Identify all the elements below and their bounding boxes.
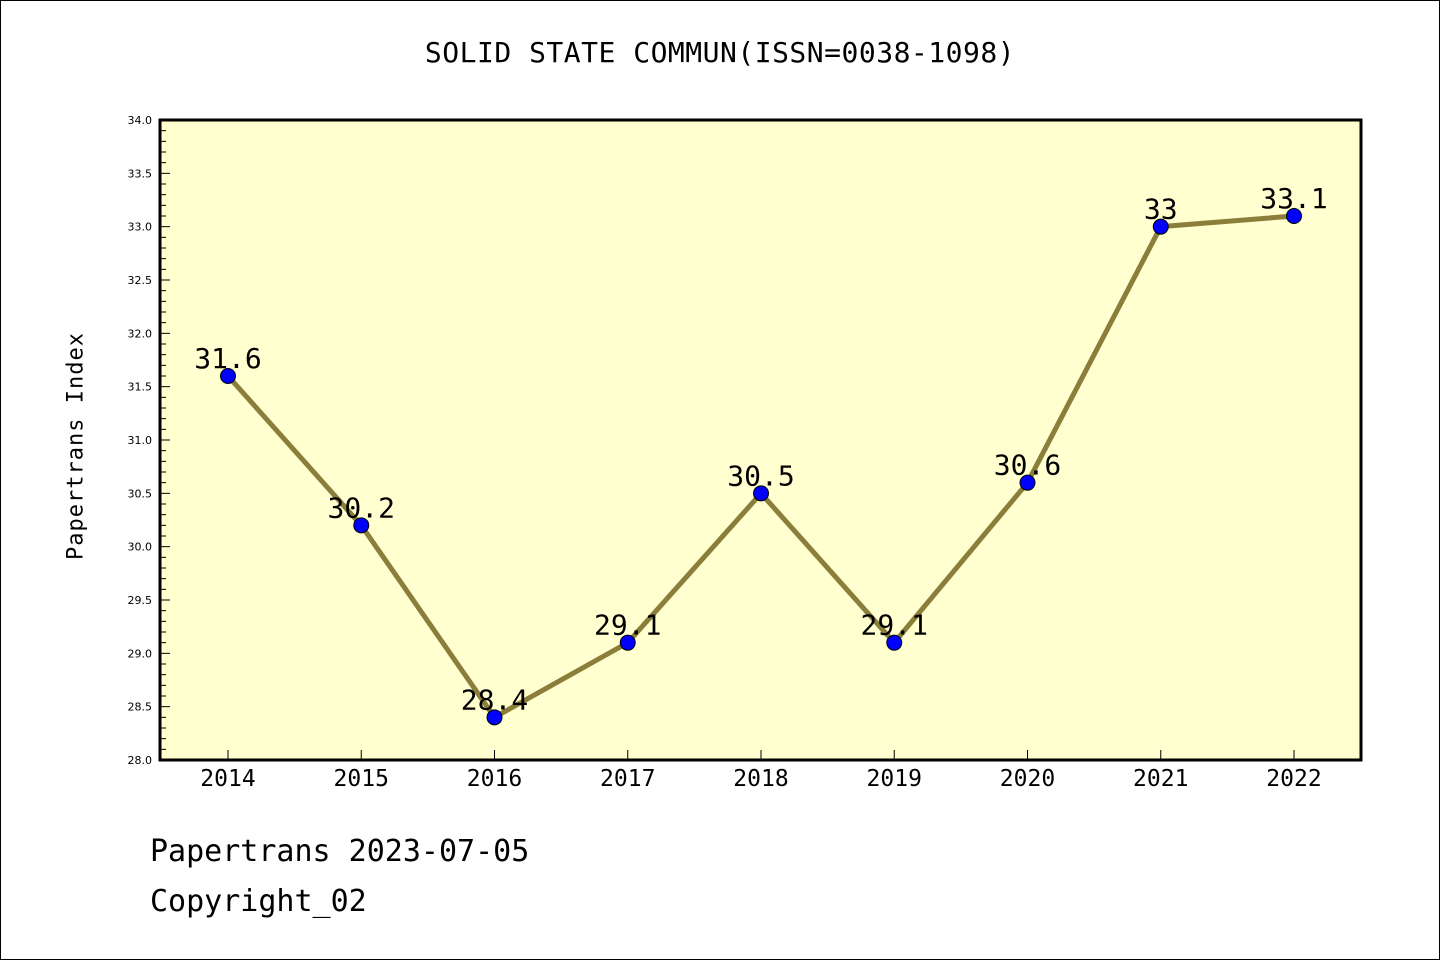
data-label: 33.1 [1260, 182, 1327, 215]
x-tick-label: 2020 [1000, 766, 1055, 792]
x-tick-label: 2018 [733, 766, 788, 792]
x-tick-label: 2014 [200, 766, 255, 792]
x-tick-label: 2022 [1266, 766, 1321, 792]
data-label: 30.2 [328, 491, 395, 524]
y-tick-label: 31.0 [128, 434, 153, 447]
y-tick-label: 34.0 [128, 114, 153, 127]
data-label: 33 [1144, 193, 1178, 226]
x-tick-label: 2019 [867, 766, 922, 792]
y-tick-label: 31.5 [128, 381, 153, 394]
y-tick-label: 30.5 [128, 487, 153, 500]
data-point [619, 634, 636, 651]
x-tick-label: 2017 [600, 766, 655, 792]
data-point [753, 485, 769, 502]
data-label: 29.1 [861, 609, 928, 642]
data-label: 30.5 [727, 459, 794, 492]
y-tick-label: 33.5 [128, 167, 153, 180]
y-tick-label: 28.5 [128, 701, 153, 714]
y-tick-label: 32.0 [128, 327, 153, 340]
data-point [353, 517, 370, 534]
plot-area [160, 120, 1361, 760]
y-tick-label: 29.0 [128, 647, 153, 660]
data-points [220, 208, 1302, 726]
data-point [1286, 208, 1302, 224]
y-axis: 28.0 28.5 29.0 29.5 30.0 30.5 31.0 31.5 32.0 32.5… [128, 114, 170, 767]
x-axis: 2014 2015 2016 2017 2018 2019 2020 2021 2022 [200, 750, 1322, 792]
y-tick-label: 32.5 [128, 274, 153, 287]
x-tick-label: 2016 [467, 766, 522, 792]
y-tick-label: 33.0 [128, 221, 153, 234]
x-tick-label: 2021 [1133, 766, 1188, 792]
chart-title: SOLID STATE COMMUN(ISSN=0038-1098) [424, 36, 1016, 69]
data-label: 28.4 [461, 683, 528, 716]
y-tick-label: 29.5 [128, 594, 153, 607]
data-point [886, 634, 903, 651]
data-point [220, 368, 236, 384]
data-label: 30.6 [994, 449, 1061, 482]
data-labels: 31.6 30.2 28.4 29.1 30.5 29.1 30.6 33 33.1 [194, 182, 1327, 716]
data-point [1152, 218, 1169, 235]
data-label: 31.6 [194, 342, 261, 375]
y-tick-label: 30.0 [128, 541, 153, 554]
data-point [486, 709, 503, 726]
footer-copyright: Copyright_02 [150, 884, 367, 919]
x-tick-label: 2015 [334, 766, 389, 792]
data-point [1019, 474, 1036, 491]
data-label: 29.1 [594, 609, 661, 642]
footer-date: Papertrans 2023-07-05 [150, 834, 530, 869]
plot-border [158, 118, 1363, 762]
y-tick-label: 28.0 [128, 754, 153, 767]
